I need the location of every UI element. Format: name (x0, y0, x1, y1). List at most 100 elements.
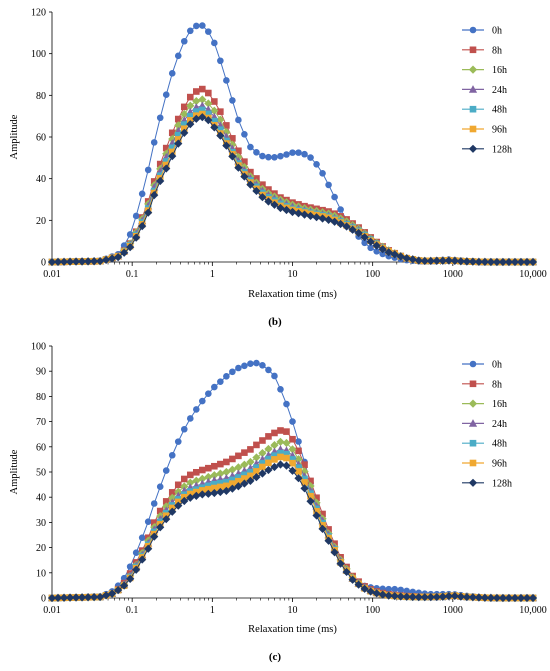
data-point-16h (198, 95, 207, 104)
data-point-0h (138, 190, 146, 198)
x-tick-label: 10 (288, 269, 298, 280)
legend-label: 0h (492, 26, 502, 37)
data-point-8h (313, 494, 320, 502)
legend-label: 48h (492, 439, 507, 450)
legend-label: 0h (492, 360, 502, 371)
data-point-128h (414, 256, 423, 265)
data-point-96h (313, 507, 320, 515)
data-point-8h (223, 458, 230, 466)
series-96h (48, 110, 537, 266)
data-point-0h (259, 152, 266, 160)
y-tick-label: 100 (31, 49, 46, 60)
data-point-128h (144, 208, 153, 217)
data-point-8h (235, 452, 242, 460)
data-point-8h (229, 455, 236, 463)
legend-item-8h: 8h (462, 379, 502, 390)
data-point-0h (235, 364, 242, 372)
data-point-0h (205, 28, 212, 35)
data-point-16h (270, 441, 279, 450)
data-point-48h (283, 450, 290, 458)
data-point-128h (390, 250, 399, 259)
data-point-8h (271, 429, 278, 437)
data-point-8h (174, 481, 182, 489)
series-128h (47, 460, 538, 603)
data-point-0h (126, 231, 134, 238)
data-point-128h (114, 253, 123, 262)
data-point-0h (217, 378, 224, 385)
data-point-128h (360, 233, 369, 242)
legend-item-128h: 128h (462, 144, 512, 155)
legend-item-128h: 128h (462, 478, 512, 489)
data-point-128h (528, 593, 538, 603)
data-point-8h (156, 507, 164, 515)
data-point-128h (438, 592, 447, 601)
data-point-0h (144, 518, 152, 525)
data-point-0h (379, 250, 386, 258)
data-point-0h (385, 585, 393, 593)
data-point-0h (331, 193, 338, 201)
data-point-128h (396, 252, 405, 261)
y-axis-title: Amplitude (9, 449, 20, 494)
y-tick-label: 80 (36, 91, 46, 102)
data-point-128h (528, 257, 538, 267)
data-point-128h (89, 593, 99, 602)
data-point-128h (462, 257, 471, 266)
data-point-48h (277, 449, 284, 457)
x-axis-title: Relaxation time (ms) (248, 289, 337, 300)
data-point-96h (235, 477, 242, 485)
series-0h (48, 22, 537, 266)
data-point-8h (253, 175, 260, 182)
legend-label: 8h (492, 45, 502, 56)
data-point-128h (132, 233, 141, 242)
data-point-0h (138, 534, 146, 541)
data-point-8h (283, 428, 290, 435)
data-point-8h (247, 168, 254, 176)
legend-item-0h: 0h (462, 360, 502, 371)
legend-marker (468, 65, 478, 74)
data-point-8h (180, 475, 188, 483)
legend-label: 24h (492, 85, 507, 96)
data-point-8h (193, 468, 200, 476)
data-point-128h (312, 213, 321, 222)
legend-label: 96h (492, 125, 507, 136)
data-point-128h (102, 591, 111, 600)
data-point-0h (295, 149, 302, 156)
y-tick-label: 30 (36, 518, 46, 529)
data-point-0h (277, 152, 284, 160)
legend-label: 8h (492, 379, 502, 390)
data-point-0h (247, 143, 254, 151)
data-point-16h (258, 449, 267, 458)
data-point-0h (367, 244, 374, 252)
data-point-8h (217, 460, 224, 468)
data-point-128h (474, 257, 483, 266)
legend-marker (468, 85, 478, 93)
data-point-8h (199, 85, 206, 93)
y-tick-label: 80 (36, 392, 46, 403)
x-tick-label: 100 (365, 605, 380, 616)
data-point-128h (360, 584, 369, 593)
data-point-48h (211, 117, 218, 125)
legend-item-0h: 0h (462, 26, 502, 37)
data-point-8h (186, 471, 194, 479)
data-point-8h (277, 427, 284, 434)
legend-marker (469, 125, 477, 133)
data-point-16h (216, 115, 225, 124)
data-point-8h (186, 93, 194, 101)
data-point-128h (216, 487, 225, 497)
data-point-48h (205, 110, 212, 118)
y-tick-label: 60 (36, 442, 46, 453)
data-point-128h (222, 486, 231, 496)
series-line-96h (51, 113, 533, 263)
data-point-128h (270, 200, 279, 209)
data-point-0h (223, 77, 230, 84)
data-point-0h (229, 97, 236, 104)
y-tick-label: 100 (31, 342, 46, 353)
data-point-16h (222, 128, 231, 137)
x-tick-label: 0.1 (126, 605, 139, 616)
data-point-0h (253, 359, 260, 367)
data-point-96h (223, 482, 230, 490)
data-point-128h (414, 593, 423, 602)
data-point-0h (193, 406, 200, 413)
data-point-128h (408, 592, 417, 602)
data-point-0h (186, 27, 194, 35)
